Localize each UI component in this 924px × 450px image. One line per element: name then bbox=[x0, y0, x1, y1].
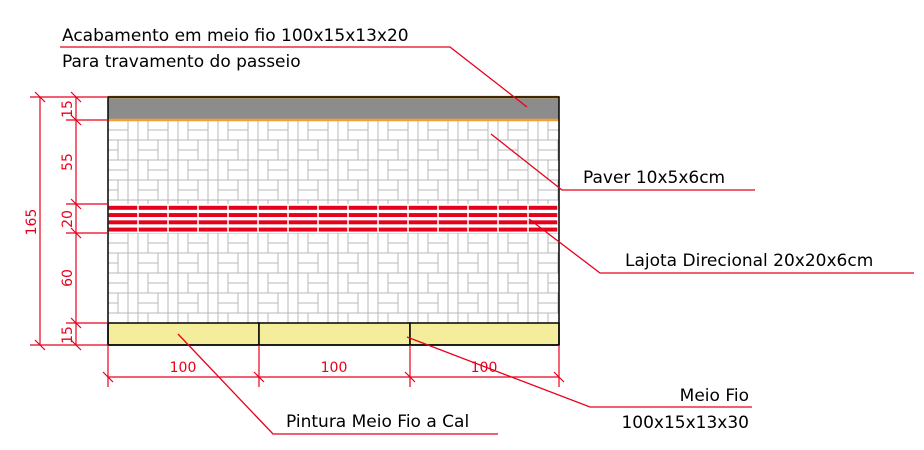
dim-seg-2: 55 bbox=[60, 153, 76, 171]
label-meio-fio-line2: 100x15x13x30 bbox=[621, 413, 749, 433]
paver-area-top bbox=[108, 120, 559, 204]
meio-fio-block-1 bbox=[108, 323, 259, 345]
label-acabamento-line1: Acabamento em meio fio 100x15x13x20 bbox=[62, 26, 409, 46]
curb-finish-gray bbox=[108, 97, 559, 120]
dim-seg-3: 20 bbox=[60, 210, 76, 228]
meio-fio-block-2 bbox=[259, 323, 410, 345]
meio-fio-block-3 bbox=[410, 323, 559, 345]
dim-h-1: 100 bbox=[170, 360, 197, 376]
dim-seg-1: 15 bbox=[60, 100, 76, 118]
label-pintura: Pintura Meio Fio a Cal bbox=[286, 412, 469, 432]
dim-h-2: 100 bbox=[321, 360, 348, 376]
label-lajota: Lajota Direcional 20x20x6cm bbox=[625, 251, 873, 271]
dim-seg-4: 60 bbox=[60, 269, 76, 287]
label-paver: Paver 10x5x6cm bbox=[583, 168, 725, 188]
dim-seg-5: 15 bbox=[60, 326, 76, 344]
label-meio-fio-line1: Meio Fio bbox=[680, 386, 749, 406]
dim-total: 165 bbox=[24, 209, 40, 236]
label-acabamento-line2: Para travamento do passeio bbox=[62, 52, 301, 72]
paver-area-bottom bbox=[108, 233, 559, 323]
